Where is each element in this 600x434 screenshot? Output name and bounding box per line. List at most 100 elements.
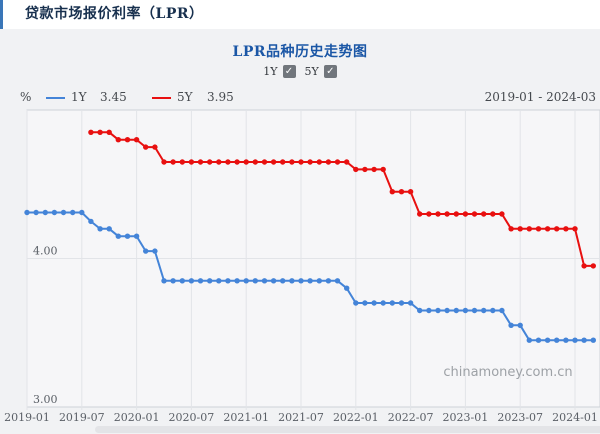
- data-point-5y: [179, 159, 185, 165]
- data-point-1y: [51, 209, 58, 216]
- data-point-1y: [426, 307, 432, 314]
- toggle-1y-label: 1Y: [263, 64, 278, 78]
- data-point-5y: [225, 159, 231, 165]
- data-point-5y: [243, 159, 249, 165]
- data-point-1y: [270, 278, 277, 284]
- x-axis-label: 2022-01: [333, 411, 379, 424]
- data-point-5y: [115, 137, 122, 143]
- data-point-5y: [435, 211, 441, 217]
- data-point-5y: [133, 137, 140, 143]
- data-point-1y: [471, 307, 478, 314]
- chart-scrollbar[interactable]: [95, 426, 600, 433]
- data-point-1y: [389, 300, 395, 306]
- data-point-5y: [307, 159, 313, 165]
- data-point-1y: [544, 337, 551, 343]
- data-point-1y: [280, 278, 286, 284]
- data-point-5y: [124, 137, 131, 143]
- data-point-1y: [179, 278, 185, 284]
- date-range-label: 2019-01 - 2024-03: [484, 90, 596, 104]
- data-point-5y: [590, 263, 596, 269]
- data-point-1y: [143, 248, 149, 254]
- y-axis-unit: %: [20, 90, 32, 104]
- data-point-1y: [526, 337, 532, 343]
- data-point-5y: [234, 159, 240, 165]
- data-point-5y: [389, 189, 395, 195]
- data-point-5y: [161, 159, 167, 165]
- data-point-1y: [24, 209, 30, 216]
- data-point-5y: [380, 166, 386, 173]
- toggle-1y: 1Y ✓: [263, 64, 296, 78]
- data-point-1y: [252, 278, 258, 284]
- data-point-5y: [289, 159, 295, 165]
- data-point-1y: [417, 307, 423, 314]
- y-axis-label: 4.00: [33, 245, 58, 258]
- data-point-1y: [88, 218, 94, 225]
- data-point-1y: [334, 278, 341, 284]
- data-point-5y: [426, 211, 432, 217]
- data-point-1y: [97, 226, 103, 232]
- data-point-1y: [70, 209, 76, 216]
- data-point-1y: [344, 285, 350, 291]
- data-point-5y: [106, 129, 112, 135]
- data-point-5y: [481, 211, 487, 217]
- data-point-1y: [462, 307, 469, 314]
- data-point-5y: [252, 159, 258, 165]
- page-title: 贷款市场报价利率（LPR）: [25, 6, 204, 22]
- data-point-5y: [143, 144, 149, 150]
- data-point-5y: [544, 226, 551, 232]
- x-axis-label: 2019-07: [59, 411, 105, 424]
- data-point-5y: [325, 159, 332, 165]
- check-icon: ✓: [284, 65, 294, 77]
- x-axis-label: 2023-01: [443, 411, 489, 424]
- data-point-5y: [471, 211, 478, 217]
- data-point-1y: [353, 300, 359, 306]
- x-axis-label: 2020-07: [169, 411, 215, 424]
- data-point-5y: [207, 159, 213, 165]
- data-point-1y: [572, 337, 578, 343]
- x-axis-label: 2020-01: [114, 411, 160, 424]
- data-point-5y: [371, 166, 377, 173]
- x-axis-label: 2019-01: [4, 411, 50, 424]
- data-point-5y: [188, 159, 195, 165]
- data-point-5y: [462, 211, 469, 217]
- data-point-5y: [97, 129, 103, 135]
- data-point-1y: [581, 337, 587, 343]
- legend-swatch-1y: [46, 97, 65, 99]
- toggle-5y-label: 5Y: [304, 64, 319, 78]
- data-point-1y: [225, 278, 231, 284]
- data-point-1y: [207, 278, 213, 284]
- data-point-5y: [216, 159, 222, 165]
- data-point-1y: [261, 278, 268, 284]
- data-point-5y: [197, 159, 204, 165]
- toggle-1y-checkbox[interactable]: ✓: [282, 64, 296, 78]
- legend-label-1y: 1Y: [71, 90, 87, 104]
- data-point-1y: [316, 278, 322, 284]
- data-point-1y: [407, 300, 414, 306]
- data-point-1y: [42, 209, 48, 216]
- data-point-1y: [453, 307, 459, 314]
- data-point-5y: [490, 211, 496, 217]
- data-point-1y: [133, 233, 140, 239]
- legend-swatch-5y: [152, 97, 171, 99]
- x-axis-label: 2021-01: [223, 411, 269, 424]
- data-point-5y: [526, 226, 532, 232]
- data-point-1y: [152, 248, 158, 254]
- toggle-5y-checkbox[interactable]: ✓: [323, 64, 337, 78]
- legend-label-5y: 5Y: [177, 90, 193, 104]
- data-point-1y: [60, 209, 67, 216]
- data-point-1y: [554, 337, 560, 343]
- data-point-1y: [499, 307, 505, 314]
- data-point-5y: [362, 166, 368, 173]
- data-point-5y: [261, 159, 268, 165]
- data-point-1y: [508, 322, 514, 328]
- data-point-5y: [407, 189, 414, 195]
- data-point-1y: [444, 307, 450, 314]
- data-point-5y: [554, 226, 560, 232]
- data-point-1y: [325, 278, 332, 284]
- x-axis-label: 2021-07: [278, 411, 324, 424]
- data-point-1y: [216, 278, 222, 284]
- data-point-1y: [435, 307, 441, 314]
- data-point-1y: [590, 337, 596, 343]
- data-point-1y: [481, 307, 487, 314]
